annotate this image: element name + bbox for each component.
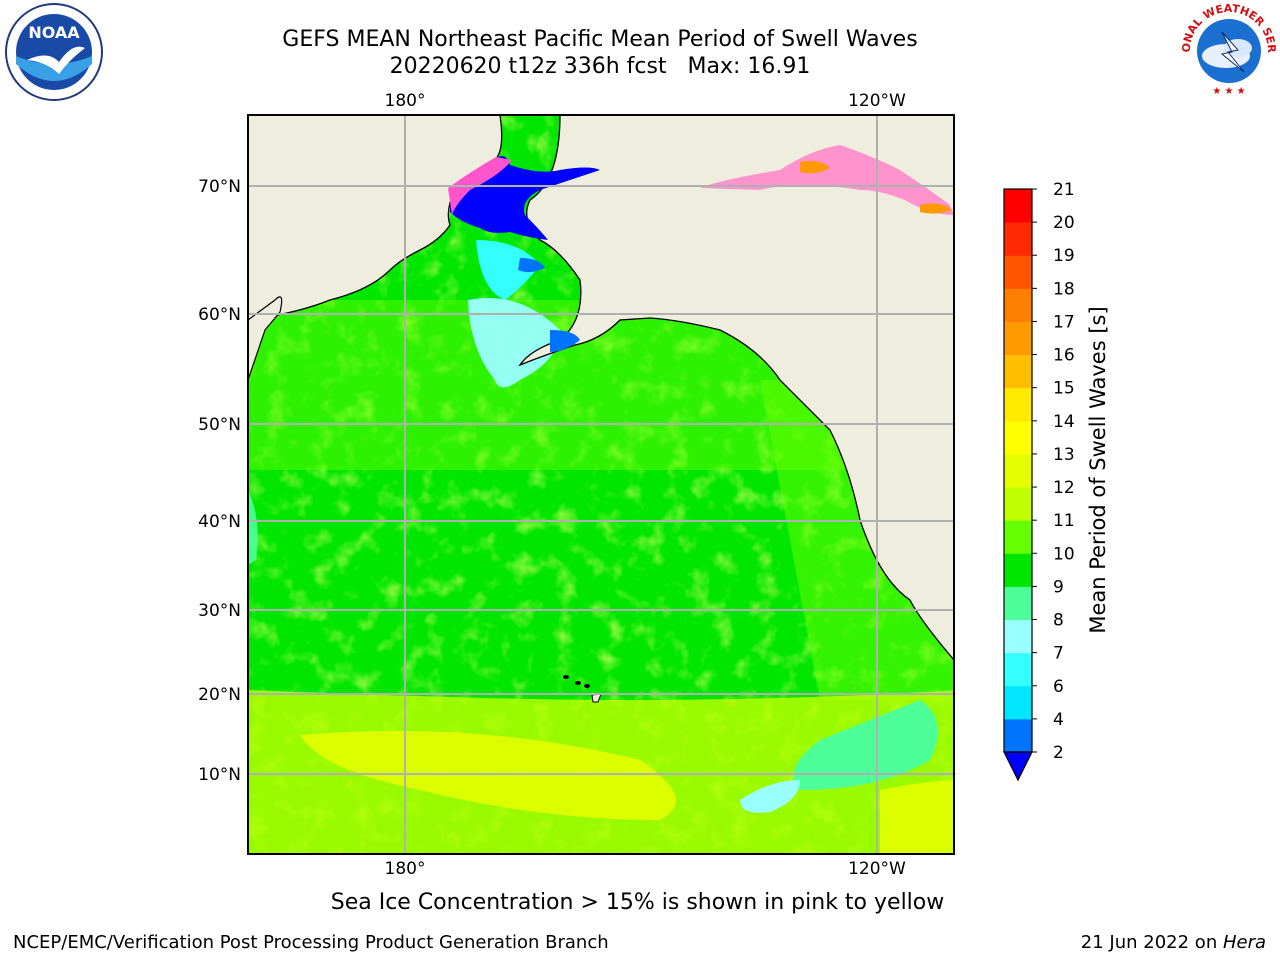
colorbar-segment [1004, 652, 1032, 687]
colorbar-segment [1004, 718, 1032, 753]
colorbar-tick-label: 11 [1053, 511, 1075, 531]
colorbar-tick-label: 19 [1053, 246, 1075, 266]
lat-label-40: 40°N [198, 512, 241, 532]
lat-label-30: 30°N [198, 601, 241, 621]
lat-label-60: 60°N [198, 305, 241, 325]
colorbar-tick-label: 20 [1053, 213, 1075, 233]
sea-ice-bering-blue [518, 258, 545, 273]
bering-strait-cyan [476, 240, 540, 300]
colorbar-segment [1004, 354, 1032, 389]
noaa-logo: NOAA [5, 3, 103, 101]
ocean-band-south-yellow [300, 730, 676, 820]
colorbar-segment [1004, 288, 1032, 322]
colorbar-tick-label: 16 [1053, 346, 1075, 366]
colorbar-tick-label: 21 [1053, 180, 1075, 200]
bottom-lon-label-1: 120°W [848, 859, 906, 879]
colorbar-tick-label: 2 [1053, 743, 1064, 763]
map-frame [247, 114, 955, 855]
colorbar-segment [1004, 420, 1032, 455]
sea-ice-note: Sea Ice Concentration > 15% is shown in … [330, 890, 945, 915]
colorbar-segment [1004, 321, 1032, 356]
colorbar-tick-label: 17 [1053, 312, 1075, 332]
colorbar-segment [1004, 586, 1032, 621]
colorbar-tick-label: 8 [1053, 611, 1064, 631]
footer-date-text: 21 Jun 2022 on [1080, 932, 1223, 953]
colorbar-tick-label: 12 [1053, 478, 1075, 498]
colorbar-segment [1004, 520, 1032, 554]
colorbar-segment [1004, 453, 1032, 488]
colorbar-tick-label: 14 [1053, 412, 1075, 432]
colorbar-tick-label: 15 [1053, 379, 1075, 399]
lat-label-20: 20°N [198, 685, 241, 705]
colorbar-title: Mean Period of Swell Waves [s] [1086, 306, 1110, 633]
colorbar-tick-label: 4 [1053, 710, 1064, 730]
top-lon-label-0: 180° [385, 91, 426, 111]
sea-ice-chukchi-edge [448, 157, 512, 215]
ocean-patch-east-low [793, 700, 938, 790]
colorbar-segment [1004, 222, 1032, 256]
chart-subtitle: 20220620 t12z 336h fcst Max: 16.91 [389, 54, 811, 79]
ocean-patch-east-low-core [740, 780, 800, 813]
footer-date: 21 Jun 2022 on Hera [1081, 932, 1266, 953]
graticule [248, 115, 954, 854]
land-kamchatka [248, 296, 283, 381]
hawaii-islands [563, 675, 602, 703]
colorbar-segment [1004, 255, 1032, 289]
ocean-band-south-yellow-2 [880, 780, 954, 854]
chart-title: GEFS MEAN Northeast Pacific Mean Period … [282, 27, 918, 52]
colorbar-tick-label: 9 [1053, 577, 1064, 597]
colorbar-tick-label: 18 [1053, 279, 1075, 299]
colorbar-frame [1003, 188, 1033, 753]
bottom-lon-label-0: 180° [385, 859, 426, 879]
colorbar-segment [1004, 387, 1032, 422]
svg-text:★ ★ ★: ★ ★ ★ [1212, 86, 1245, 97]
nws-logo: NATIONAL WEATHER SERVICE ★ ★ ★ [1178, 2, 1278, 97]
colorbar-segment [1004, 487, 1032, 521]
sea-ice-beaufort [700, 145, 954, 215]
sea-ice-norton [550, 330, 580, 352]
lat-label-10: 10°N [198, 765, 241, 785]
colorbar-tick-label: 6 [1053, 677, 1064, 697]
sea-ice-beaufort-orange [800, 160, 830, 174]
top-lon-label-1: 120°W [848, 91, 906, 111]
footer-credit: NCEP/EMC/Verification Post Processing Pr… [13, 932, 609, 953]
colorbar-tick-label: 7 [1053, 644, 1064, 664]
bering-sea-low-period [468, 298, 560, 388]
colorbar-segment [1004, 619, 1032, 654]
ocean-band-west [248, 490, 258, 565]
lat-label-70: 70°N [198, 177, 241, 197]
colorbar-segment [1004, 189, 1032, 223]
lat-label-50: 50°N [198, 415, 241, 435]
sea-ice-beaufort-orange-2 [920, 203, 952, 214]
map-area [248, 115, 954, 854]
colorbar-segment [1004, 553, 1032, 587]
noaa-logo-text: NOAA [28, 23, 80, 42]
colorbar-under-arrow [1003, 751, 1033, 782]
footer-system: Hera [1222, 932, 1266, 953]
colorbar-tick-label: 10 [1053, 544, 1075, 564]
colorbar-tick-label: 13 [1053, 445, 1075, 465]
colorbar-segment [1004, 685, 1032, 720]
colorbar: 2 4 6 7 8 9 10 11 12 13 14 15 16 17 18 19 20 21 [1003, 180, 1075, 782]
